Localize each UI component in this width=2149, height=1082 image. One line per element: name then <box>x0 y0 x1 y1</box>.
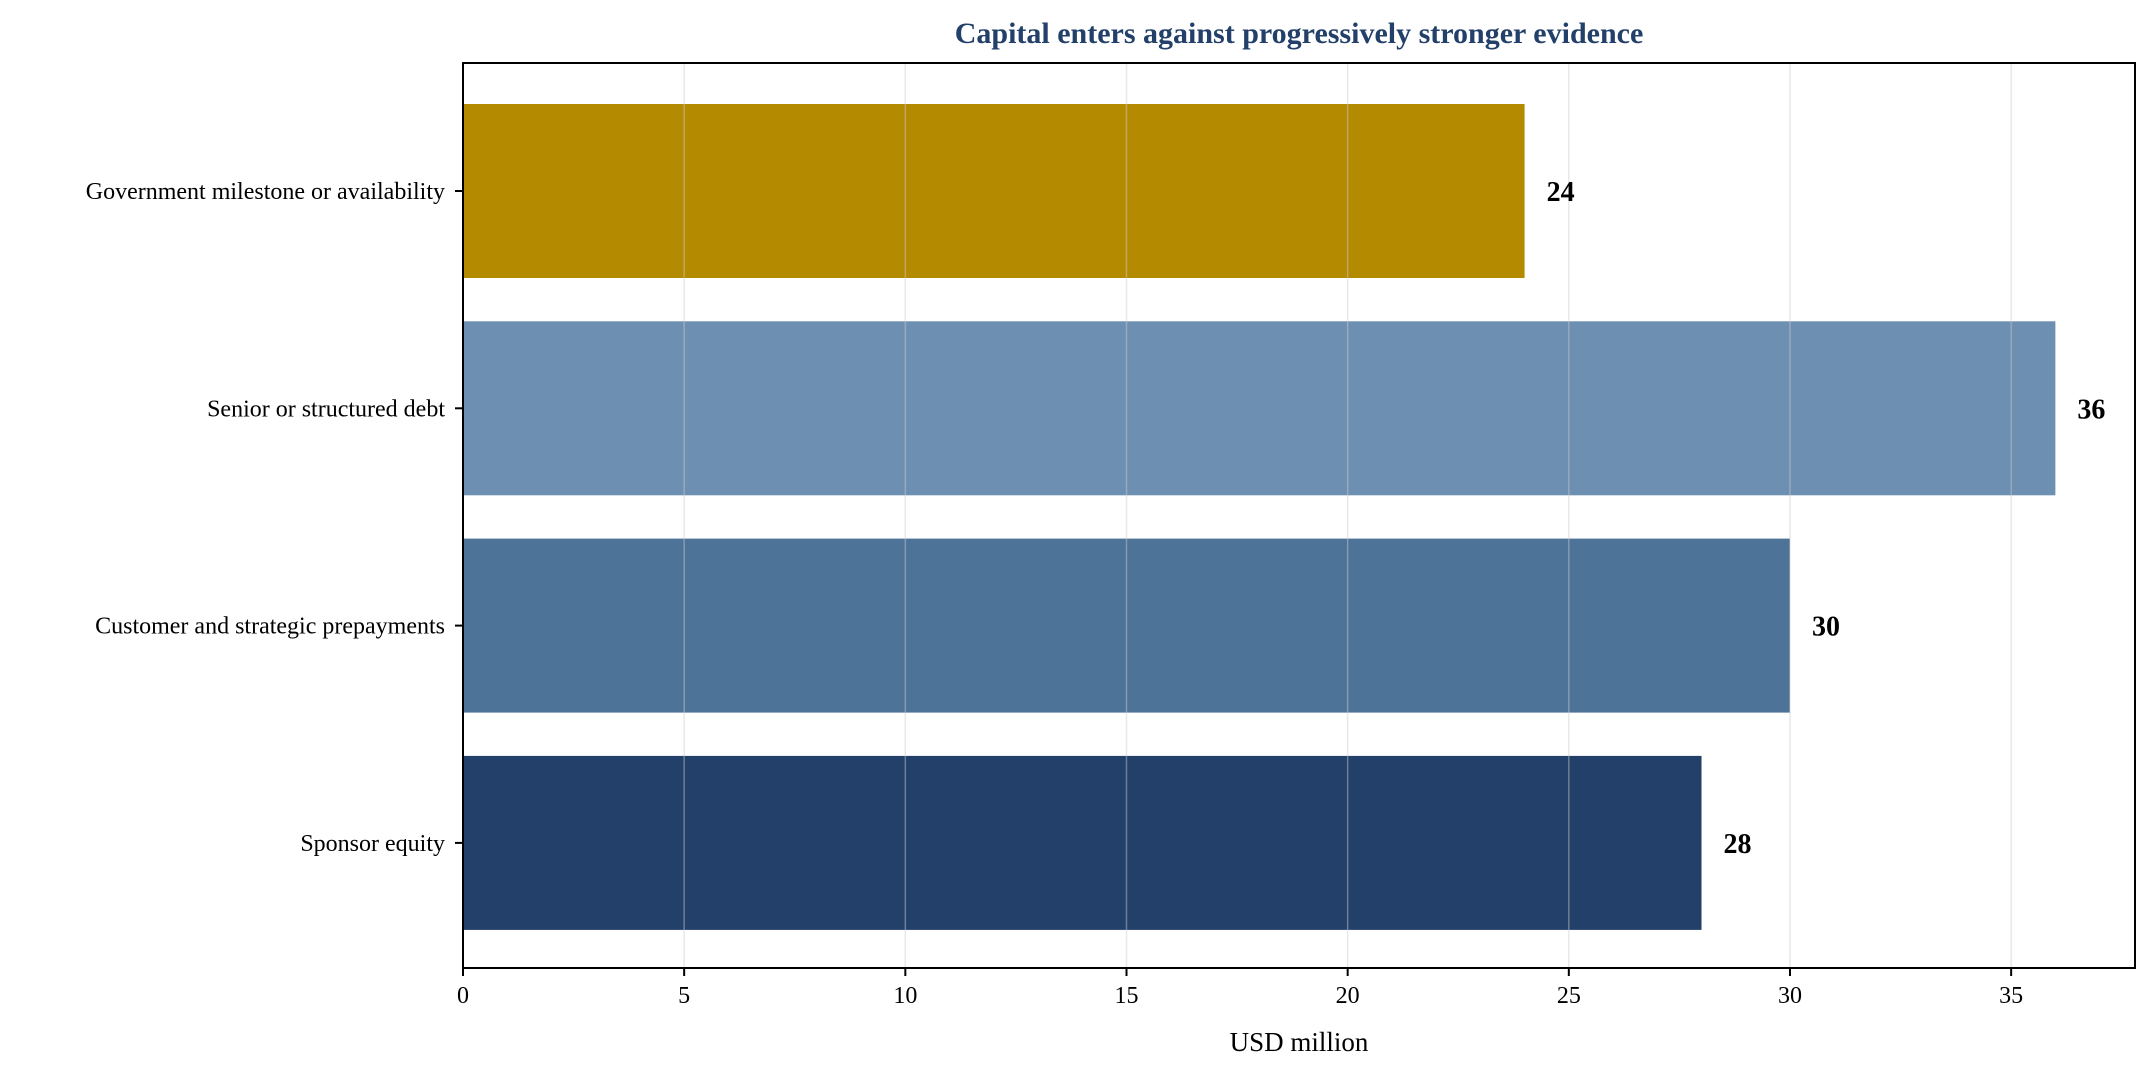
x-tick-label: 5 <box>678 983 690 1009</box>
data-label: 24 <box>1547 177 1575 208</box>
y-tick-label: Sponsor equity <box>300 831 445 857</box>
data-labels: 24 36 30 28 <box>1547 177 2106 860</box>
chart-title: Capital enters against progressively str… <box>955 17 1644 50</box>
x-tick-label: 35 <box>1999 983 2023 1009</box>
bar <box>463 104 1525 278</box>
y-tick-label: Government milestone or availability <box>86 179 445 205</box>
bar <box>463 538 1790 713</box>
x-tick-label: 30 <box>1778 983 1802 1009</box>
plot-frame <box>462 62 2136 969</box>
x-tick-label: 0 <box>457 983 469 1009</box>
bar <box>463 755 1702 930</box>
bars <box>463 104 2056 930</box>
data-label: 36 <box>2077 394 2105 425</box>
bar <box>463 321 2056 496</box>
data-label: 28 <box>1724 829 1752 860</box>
x-tick-label: 25 <box>1557 983 1581 1009</box>
x-axis-label: USD million <box>1230 1027 1369 1057</box>
x-tick-label: 10 <box>893 983 917 1009</box>
x-axis-ticks: 0 5 10 15 20 25 30 35 <box>457 968 2023 1009</box>
data-label: 30 <box>1812 612 1840 643</box>
y-tick-label: Senior or structured debt <box>207 396 445 422</box>
x-tick-label: 15 <box>1114 983 1138 1009</box>
x-tick-label: 20 <box>1336 983 1360 1009</box>
y-axis-ticks: Government milestone or availability Seni… <box>86 179 463 857</box>
grid-lines <box>683 63 2012 968</box>
y-tick-label: Customer and strategic prepayments <box>95 614 445 640</box>
